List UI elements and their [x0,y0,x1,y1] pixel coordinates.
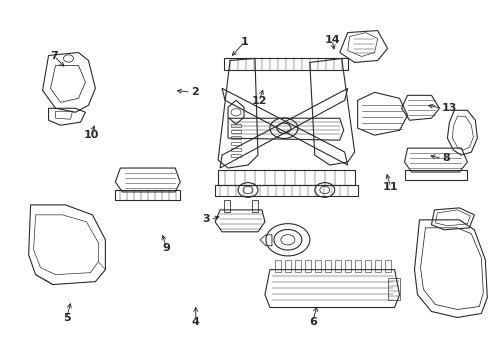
Text: 9: 9 [162,243,170,253]
Text: 6: 6 [308,317,316,327]
Text: 12: 12 [251,96,266,106]
Text: 1: 1 [240,37,248,47]
Text: 11: 11 [382,182,398,192]
Text: 14: 14 [324,35,339,45]
Text: 7: 7 [50,51,58,61]
Text: 2: 2 [190,87,198,97]
Text: 10: 10 [83,130,99,140]
Text: 5: 5 [62,313,70,323]
Text: 13: 13 [441,103,456,113]
Text: 4: 4 [191,317,199,327]
Text: 3: 3 [203,215,210,224]
Text: 8: 8 [441,153,449,163]
